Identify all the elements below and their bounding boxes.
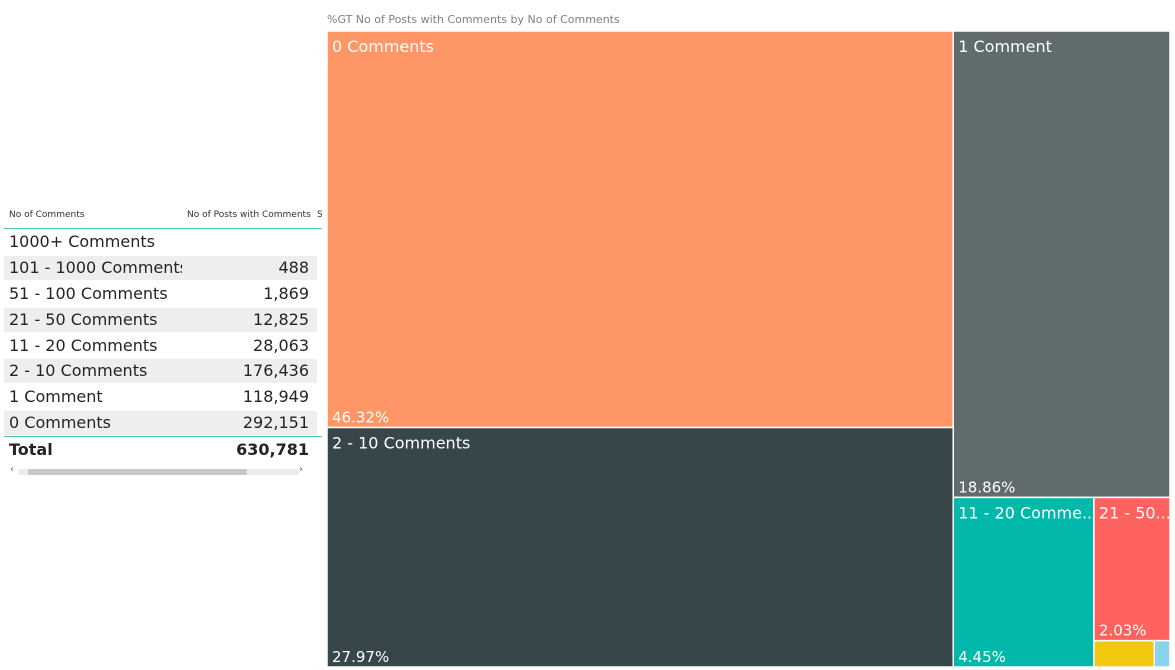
treemap-tile[interactable]: 21 - 50... 2.03% [1093,496,1171,642]
treemap-tile[interactable] [1093,639,1155,668]
row-label: 51 - 100 Comments [9,283,168,303]
table-header: No of Comments No of Posts with Comments… [4,207,322,229]
table-total-row: Total 630,781 [4,436,322,463]
treemap-tile-label: 1 Comment [958,37,1052,56]
scroll-left-arrow-icon[interactable]: ‹ [10,464,14,475]
treemap-tile-percent: 27.97% [332,648,389,666]
table-row[interactable]: 51 - 100 Comments 1,869 [4,281,322,307]
treemap-tile[interactable] [1153,639,1171,668]
table-row[interactable]: 11 - 20 Comments 28,063 [4,333,322,359]
row-value: 118,949 [242,387,309,407]
row-label: 21 - 50 Comments [4,307,185,332]
row-value: 12,825 [182,307,317,332]
table-row[interactable]: 1000+ Comments [4,229,322,255]
row-value: 292,151 [182,411,317,436]
treemap-tile[interactable]: 2 - 10 Comments 27.97% [326,426,954,668]
column-header-no-of-comments[interactable]: No of Comments [9,210,85,220]
treemap-tile-label: 21 - 50... [1099,503,1171,522]
treemap-tile-rect[interactable] [326,30,954,429]
treemap-tile-percent: 18.86% [958,478,1015,496]
treemap-tile[interactable]: 1 Comment 18.86% [952,30,1171,499]
treemap-tile-label: 0 Comments [332,37,434,56]
treemap-tile-rect[interactable] [952,30,1171,499]
table-row[interactable]: 2 - 10 Comments 176,436 [4,358,322,384]
horizontal-scrollbar[interactable]: ‹ › [4,464,313,476]
row-label: 1 Comment [9,387,103,407]
total-value: 630,781 [236,440,309,460]
row-value: 488 [182,255,317,280]
column-header-no-of-posts[interactable]: No of Posts with Comments [187,210,311,220]
treemap-tile-rect[interactable] [326,426,954,668]
row-label: 11 - 20 Comments [9,335,158,355]
treemap-tile-percent: 4.45% [958,648,1006,666]
treemap-tile-percent: 46.32% [332,409,389,427]
column-header-truncated[interactable]: S [317,210,322,220]
treemap-tile[interactable]: 0 Comments 46.32% [326,30,954,429]
table-row[interactable]: 21 - 50 Comments 12,825 [4,307,322,333]
treemap-tile-label: 11 - 20 Comme... [958,503,1097,522]
treemap-tile-label: 2 - 10 Comments [332,434,470,453]
chart-title: %GT No of Posts with Comments by No of C… [327,13,620,26]
treemap-tile[interactable]: 11 - 20 Comme... 4.45% [952,496,1097,668]
table-row[interactable]: 101 - 1000 Comments 488 [4,255,322,281]
table-row[interactable]: 0 Comments 292,151 [4,410,322,436]
table-row[interactable]: 1 Comment 118,949 [4,384,322,410]
row-label: 1000+ Comments [9,232,155,251]
treemap-tile-rect[interactable] [952,496,1095,668]
row-label: 2 - 10 Comments [4,359,185,384]
treemap-tile-rect[interactable] [1093,496,1171,642]
scrollbar-thumb[interactable] [28,469,247,475]
row-label: 0 Comments [4,411,185,436]
treemap-tile-percent: 2.03% [1099,622,1147,640]
row-value: 176,436 [182,359,317,384]
treemap-tile-rect[interactable] [1153,639,1171,668]
row-label: 101 - 1000 Comments [4,255,188,280]
treemap-tile-rect[interactable] [1093,639,1155,668]
total-label: Total [9,440,53,460]
row-value: 28,063 [253,335,309,355]
data-table: No of Comments No of Posts with Comments… [4,207,322,463]
scroll-right-arrow-icon[interactable]: › [299,464,303,475]
row-value: 1,869 [263,283,309,303]
